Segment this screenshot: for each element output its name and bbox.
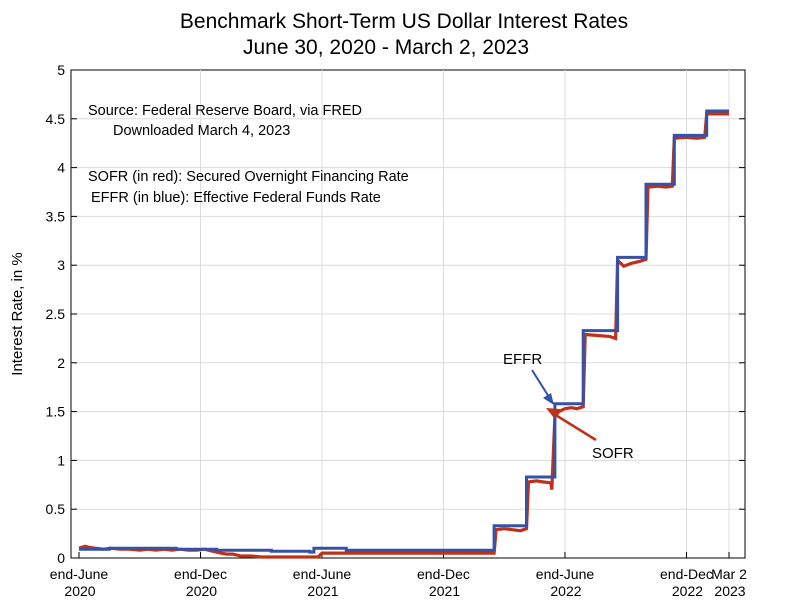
effr-note: EFFR (in blue): Effective Federal Funds … <box>91 190 381 206</box>
effr-callout-arrow <box>531 369 550 398</box>
y-tick-label: 4 <box>57 160 65 176</box>
y-tick-label: 2 <box>57 355 65 371</box>
source-note: Source: Federal Reserve Board, via FRED <box>88 103 362 119</box>
effr-callout: EFFR <box>503 351 554 405</box>
x-tick-label: end-June <box>536 566 595 582</box>
y-tick-label: 5 <box>57 62 65 78</box>
series-line-effr <box>79 109 729 554</box>
sofr-callout-label: SOFR <box>592 445 634 462</box>
y-tick-label: 3 <box>57 257 65 273</box>
x-tick-label: Mar 2 <box>711 566 747 582</box>
x-tick-label: end-June <box>50 566 109 582</box>
y-axis: 0 0.5 1 1.5 2 2.5 3 3.5 4 4.5 5 <box>46 62 745 566</box>
y-tick-label: 2.5 <box>46 306 66 322</box>
x-tick-label: end-Dec <box>174 566 227 582</box>
y-tick-label: 0 <box>57 550 65 566</box>
y-tick-label: 1.5 <box>46 404 66 420</box>
chart-subtitle: June 30, 2020 - March 2, 2023 <box>243 36 529 59</box>
sofr-callout: SOFR <box>546 408 634 462</box>
download-note: Downloaded March 4, 2023 <box>113 123 290 139</box>
chart-title: Benchmark Short-Term US Dollar Interest … <box>180 10 628 33</box>
x-tick-label-year: 2022 <box>550 583 581 599</box>
sofr-note: SOFR (in red): Secured Overnight Financi… <box>88 169 409 185</box>
sofr-arrowhead <box>546 408 560 418</box>
x-tick-label: end-Dec <box>660 566 713 582</box>
x-tick-label-year: 2021 <box>429 583 460 599</box>
y-tick-label: 0.5 <box>46 501 66 517</box>
effr-arrowhead <box>543 393 554 405</box>
x-tick-label-year: 2021 <box>307 583 338 599</box>
y-tick-label: 4.5 <box>46 111 66 127</box>
x-axis: end-June2020end-Dec2020end-June2021end-D… <box>50 552 747 599</box>
series-layer <box>78 109 729 559</box>
x-tick-label-year: 2020 <box>186 583 217 599</box>
x-tick-label-year: 2023 <box>714 583 745 599</box>
y-tick-label: 3.5 <box>46 208 66 224</box>
y-axis-label: Interest Rate, in % <box>9 252 26 375</box>
sofr-callout-arrow <box>553 412 597 442</box>
x-tick-label-year: 2022 <box>672 583 703 599</box>
grid <box>71 70 745 558</box>
y-tick-label: 1 <box>57 452 65 468</box>
effr-callout-label: EFFR <box>503 351 542 368</box>
x-tick-label-year: 2020 <box>64 583 95 599</box>
x-tick-label: end-June <box>293 566 352 582</box>
x-tick-label: end-Dec <box>417 566 470 582</box>
